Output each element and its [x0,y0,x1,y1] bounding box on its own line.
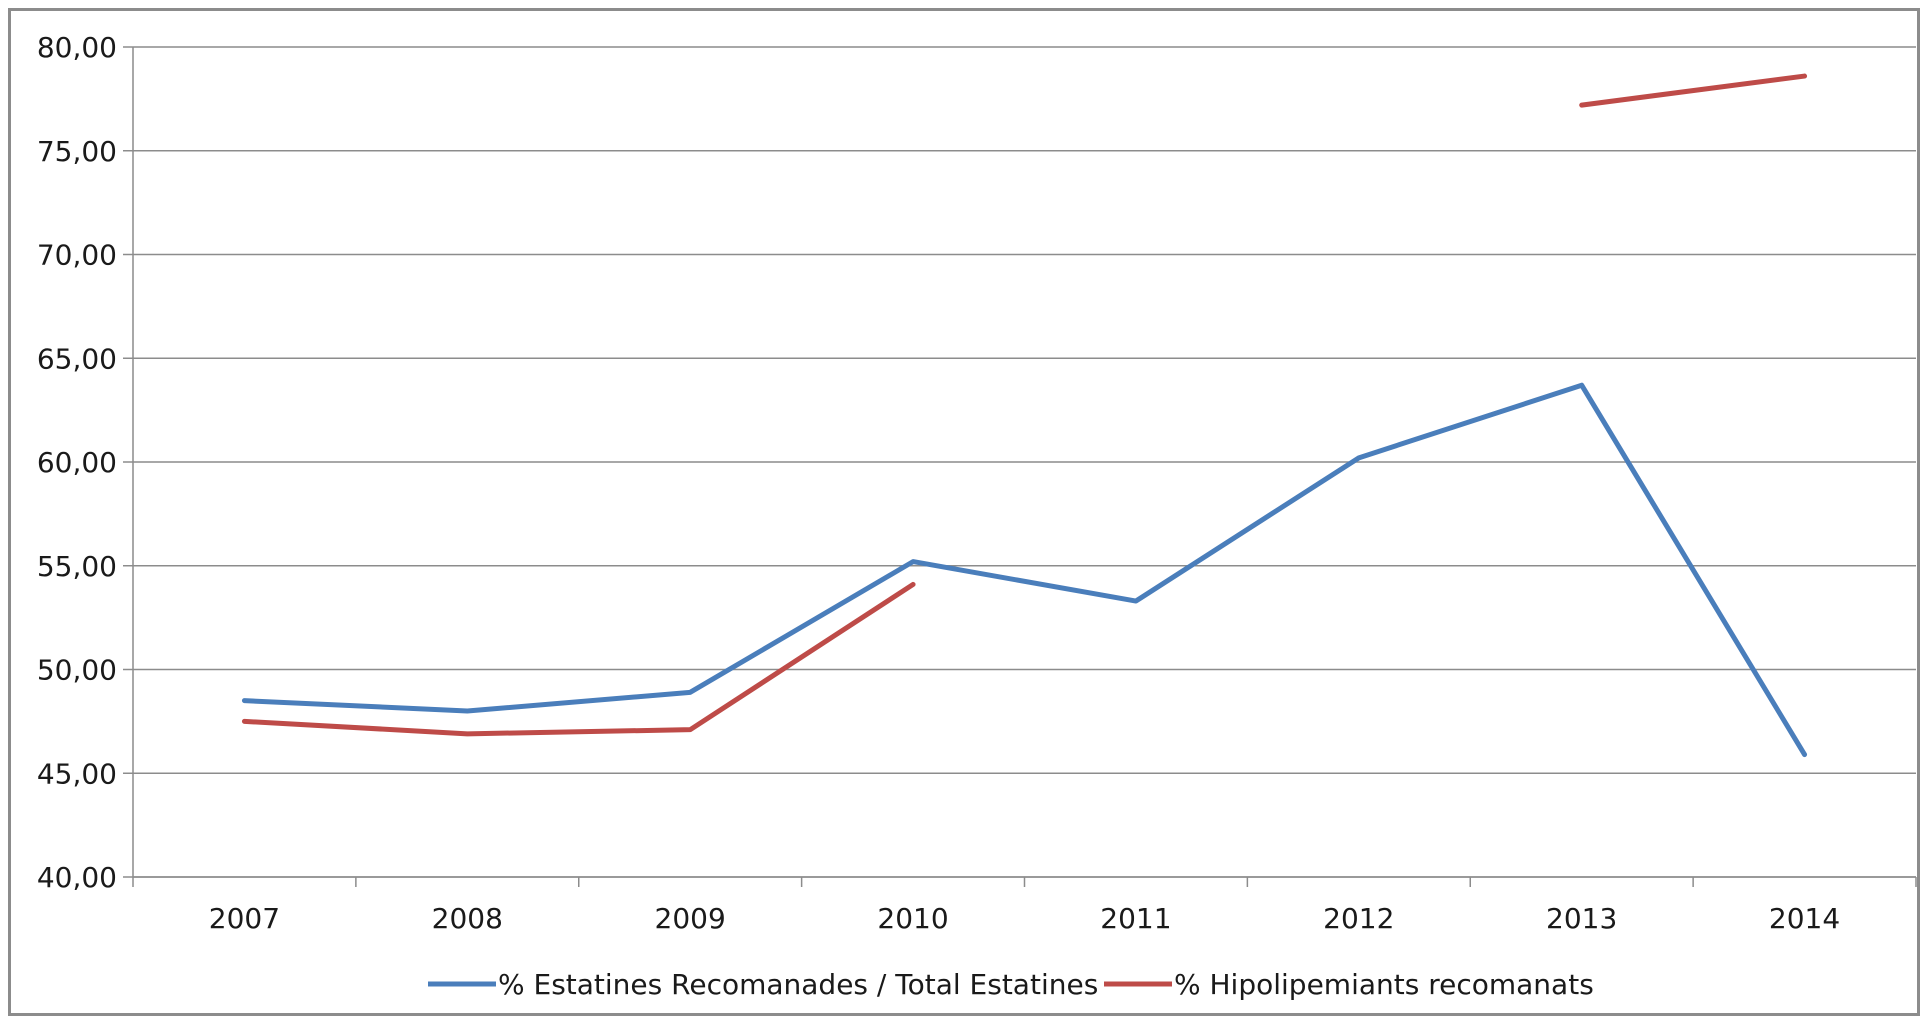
series-line-2 [1579,73,1808,108]
x-tick-label: 2007 [209,902,280,935]
x-tick-label: 2008 [432,902,503,935]
x-tick-label: 2010 [877,902,948,935]
x-tick-label: 2014 [1769,902,1840,935]
gridlines [133,46,1916,878]
y-tick-label: 40,00 [37,861,117,894]
series-line-1 [241,382,1808,758]
y-tick-label: 50,00 [37,654,117,687]
x-tick-label: 2009 [655,902,726,935]
x-tick-label: 2011 [1100,902,1171,935]
y-tick-label: 65,00 [37,342,117,375]
legend-label-2: % Hipolipemiants recomanats [1174,968,1594,1001]
series-lines [241,73,1808,758]
legend-label-1: % Estatines Recomanades / Total Estatine… [498,968,1098,1001]
y-tick-label: 55,00 [37,550,117,583]
x-tick-label: 2012 [1323,902,1394,935]
legend: % Estatines Recomanades / Total Estatine… [428,968,1594,1001]
y-tick-label: 60,00 [37,446,117,479]
x-tick-label: 2013 [1546,902,1617,935]
line-chart: 40,00 45,00 50,00 55,00 60,00 65,00 70,00 75,00… [37,31,1917,1001]
y-tick-label: 70,00 [37,239,117,272]
series-line-2 [241,581,916,737]
axes: 40,00 45,00 50,00 55,00 60,00 65,00 70,00 75,00… [37,31,1917,935]
y-tick-label: 80,00 [37,31,117,64]
y-tick-label: 45,00 [37,757,117,790]
y-tick-label: 75,00 [37,135,117,168]
chart-frame: 40,00 45,00 50,00 55,00 60,00 65,00 70,00 75,00… [8,8,1920,1016]
